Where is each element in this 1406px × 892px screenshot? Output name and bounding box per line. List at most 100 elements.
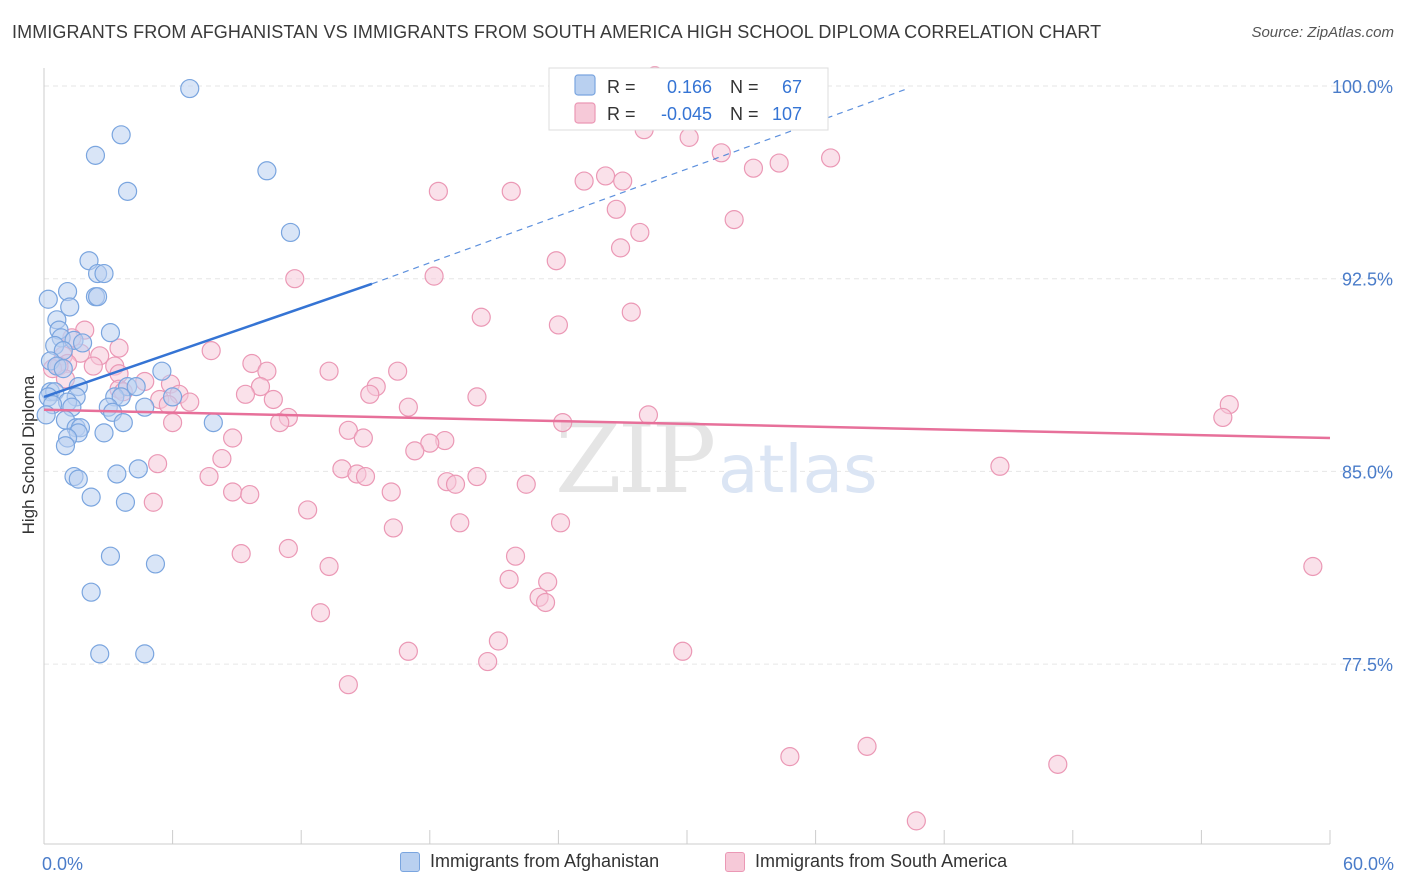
south-america-point (711, 143, 731, 163)
south-america-point (398, 397, 418, 417)
south-america-point (424, 266, 444, 286)
south-america-point (857, 736, 877, 756)
south-america-point (501, 181, 521, 201)
south-america-point (223, 428, 243, 448)
afghanistan-trend-line (43, 282, 373, 399)
tick-labels: 77.5% 85.0% 92.5% 100.0% 0.0% 60.0% (42, 77, 1394, 874)
legend-blue-r-label: R = (607, 77, 636, 97)
afghanistan-point (203, 412, 223, 433)
watermark-atlas: atlas (718, 431, 878, 508)
south-america-point (467, 466, 487, 487)
y-tick-label: 77.5% (1342, 655, 1393, 675)
legend-blue-swatch (574, 74, 596, 96)
south-america-point (223, 482, 243, 502)
afghanistan-points (36, 78, 301, 664)
south-america-point (769, 153, 789, 173)
south-america-point (360, 384, 380, 404)
south-america-point (606, 199, 626, 219)
south-america-point (383, 518, 403, 538)
y-tick-label: 100.0% (1332, 77, 1393, 97)
south-america-point (743, 158, 764, 178)
south-america-point (285, 269, 305, 289)
south-america-point (780, 747, 800, 767)
south-america-point (906, 811, 926, 831)
south-america-point (147, 454, 168, 474)
south-america-point (548, 315, 569, 335)
south-america-point (821, 148, 841, 168)
afghanistan-point (90, 644, 110, 664)
south-america-point (638, 405, 659, 425)
south-america-point (201, 341, 221, 361)
x-tick-label-start: 0.0% (42, 854, 83, 874)
y-tick-label: 85.0% (1342, 462, 1393, 482)
afghanistan-point (107, 464, 127, 484)
south-america-point (338, 420, 358, 440)
south-america-point (538, 572, 558, 592)
south-america-point (109, 338, 129, 358)
south-america-point (353, 428, 373, 448)
afghanistan-label: Immigrants from Afghanistan (430, 851, 660, 871)
south-america-point (199, 466, 219, 487)
legend-pink-r-value: -0.045 (661, 104, 712, 124)
chart-title: IMMIGRANTS FROM AFGHANISTAN VS IMMIGRANT… (12, 22, 1102, 42)
south-america-point (242, 353, 262, 374)
south-america-point (535, 592, 556, 613)
afghanistan-swatch (400, 851, 420, 872)
south-america-point (231, 544, 251, 564)
south-america-point (450, 513, 470, 533)
south-america-point (595, 166, 616, 186)
axes (43, 68, 1331, 845)
afghanistan-point (113, 412, 133, 433)
afghanistan-point (152, 361, 172, 381)
south-america-point (381, 482, 401, 502)
south-america-point (546, 251, 566, 271)
south-america-point (621, 302, 641, 322)
south-america-point (319, 361, 339, 381)
afghanistan-point (111, 387, 131, 407)
south-america-point (240, 484, 260, 505)
south-america-point (610, 238, 631, 258)
south-america-point (398, 641, 418, 661)
correlation-legend: R = 0.166 N = 67 R = -0.045 N = 107 (548, 67, 829, 131)
watermark: ZIP atlas (555, 403, 878, 515)
afghanistan-point (85, 145, 106, 165)
south-america-point (1048, 754, 1068, 774)
afghanistan-point (94, 263, 114, 284)
afghanistan-point (111, 125, 131, 145)
south-america-point (550, 513, 571, 533)
south-america-point (319, 556, 339, 577)
source-label: Source: ZipAtlas.com (1251, 24, 1394, 41)
south-america-point (420, 433, 440, 453)
afghanistan-point (145, 554, 166, 574)
south-america-point (428, 181, 448, 201)
afghanistan-point (81, 582, 101, 602)
south-america-point (499, 569, 519, 589)
south-america-point (250, 377, 271, 397)
afghanistan-point (135, 397, 155, 417)
south-america-point (613, 171, 633, 191)
x-tick-label-end: 60.0% (1343, 854, 1394, 874)
afghanistan-point (128, 459, 148, 479)
afghanistan-point (94, 423, 114, 443)
afghanistan-point (135, 644, 155, 664)
south-america-trend-line (43, 408, 1331, 440)
south-america-point (405, 441, 425, 461)
south-america-point (724, 210, 744, 230)
legend-blue-n-label: N = (730, 77, 759, 97)
y-tick-label: 92.5% (1342, 270, 1393, 290)
south-america-swatch (725, 851, 745, 872)
legend-item-afghanistan: Immigrants from Afghanistan (400, 851, 659, 872)
south-america-point (338, 675, 358, 695)
afghanistan-point (81, 487, 101, 507)
south-america-point (278, 538, 298, 559)
afghanistan-point (60, 297, 80, 317)
south-america-point (235, 384, 256, 404)
south-america-point (467, 387, 487, 407)
afghanistan-point (53, 359, 73, 379)
afghanistan-point (280, 222, 301, 243)
afghanistan-point (72, 333, 93, 353)
south-america-point (270, 412, 290, 433)
afghanistan-point (180, 78, 200, 99)
afghanistan-point (126, 377, 146, 397)
